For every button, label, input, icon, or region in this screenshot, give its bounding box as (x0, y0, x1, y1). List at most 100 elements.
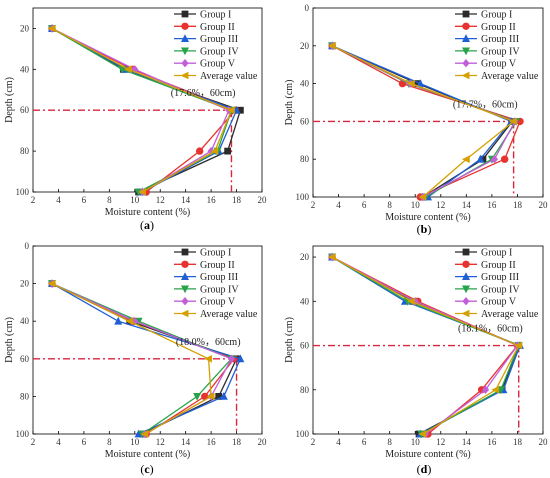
legend-item-average-value: Average value (174, 71, 258, 82)
data-point-group-iv (118, 65, 127, 74)
x-tick-label: 16 (207, 437, 217, 447)
y-axis-label: Depth (cm) (4, 317, 15, 363)
data-point-average-value (125, 317, 134, 325)
legend-label: Group V (200, 297, 236, 308)
y-tick-label: 20 (300, 41, 310, 51)
point-annotation: (17.7%，60cm) (453, 99, 518, 110)
data-point-average-value (327, 42, 336, 50)
legend-swatch-marker (181, 260, 189, 268)
legend-label: Group I (481, 248, 512, 259)
x-axis-label: Moisture content (%) (385, 212, 471, 223)
x-tick-label: 20 (539, 437, 549, 447)
data-point-group-v (481, 385, 490, 394)
x-tick-label: 20 (258, 195, 268, 205)
data-point-average-value (461, 155, 470, 163)
legend-item-group-v: Group V (455, 297, 517, 308)
legend-swatch-marker (462, 285, 470, 294)
legend-item-group-i: Group I (174, 248, 231, 259)
series-average-value (47, 24, 235, 196)
y-tick-label: 100 (296, 429, 310, 439)
y-tick-label: 0 (305, 3, 310, 13)
data-point-average-value (406, 297, 415, 306)
x-tick-label: 10 (411, 437, 421, 447)
data-point-group-i (236, 106, 244, 114)
legend-label: Average value (481, 71, 539, 82)
legend-label: Group II (481, 260, 516, 271)
legend-swatch-marker (462, 248, 470, 256)
legend-swatch-marker (462, 22, 470, 30)
legend-item-group-v: Group V (174, 297, 236, 308)
x-tick-label: 8 (387, 200, 392, 210)
panel-label-d: (d) (417, 462, 432, 476)
data-point-group-i (414, 80, 422, 87)
legend-swatch-marker (461, 71, 470, 80)
legend-label: Group II (481, 22, 516, 33)
data-point-group-iii (416, 79, 425, 87)
legend-item-average-value: Average value (174, 309, 258, 320)
x-tick-label: 12 (436, 437, 445, 447)
data-point-group-i (224, 147, 232, 155)
chart-panel-c: 2 4 6 8 10 12 14 16 18 20 0 20 40 60 80 100 Moisture con… (4, 241, 267, 460)
data-point-group-i (479, 155, 487, 163)
legend-label: Average value (200, 71, 258, 82)
legend-label: Group IV (481, 284, 520, 295)
y-axis-label: Depth (cm) (284, 317, 295, 363)
legend-item-group-ii: Group II (455, 260, 516, 271)
legend-swatch-marker (181, 297, 189, 306)
y-tick-label: 80 (300, 154, 310, 164)
legend-swatch-marker (462, 47, 470, 56)
legend-swatch-marker (462, 10, 470, 18)
x-tick-label: 18 (513, 437, 523, 447)
legend-item-group-i: Group I (455, 248, 512, 259)
x-tick-label: 4 (336, 200, 341, 210)
legend-swatch-marker (462, 34, 470, 42)
legend-item-group-v: Group V (455, 59, 517, 70)
x-axis-label: Moisture content (%) (105, 449, 191, 460)
legend-swatch-marker (181, 285, 189, 294)
data-point-average-value (210, 147, 219, 155)
data-point-group-ii (195, 147, 204, 155)
data-point-average-value (327, 253, 336, 261)
data-point-group-iii (219, 392, 228, 400)
legend-label: Group III (200, 34, 238, 45)
legend-label: Group I (200, 10, 231, 21)
legend-item-group-iii: Group III (455, 34, 519, 45)
legend-item-group-iv: Group IV (174, 46, 239, 57)
x-tick-label: 18 (232, 195, 242, 205)
x-axis-label: Moisture content (%) (385, 449, 471, 460)
chart-panel-a: 2 4 6 8 10 12 14 16 18 20 20 40 60 80 100 Moisture cont… (4, 7, 268, 218)
y-tick-label: 60 (20, 354, 30, 364)
legend-swatch-marker (181, 34, 189, 42)
data-point-group-iii (476, 154, 485, 163)
legend-label: Group V (200, 59, 236, 70)
x-tick-label: 8 (107, 437, 112, 447)
data-point-average-value (418, 193, 427, 201)
legend-label: Group II (200, 260, 235, 271)
point-annotation: (18.0%，60cm) (176, 337, 241, 348)
legend-label: Group II (200, 22, 235, 33)
legend-swatch-marker (180, 71, 189, 80)
x-tick-label: 20 (539, 200, 549, 210)
legend-label: Group III (481, 34, 519, 45)
legend-label: Group IV (481, 46, 520, 57)
x-axis-label: Moisture content (%) (105, 207, 191, 218)
x-tick-label: 12 (156, 195, 165, 205)
legend-label: Group I (481, 10, 512, 21)
legend-item-group-iii: Group III (174, 272, 238, 283)
legend-item-group-v: Group V (174, 59, 236, 70)
data-point-group-ii (500, 155, 509, 163)
legend-swatch-marker (181, 272, 189, 280)
data-point-group-v (490, 155, 499, 164)
x-tick-label: 6 (82, 195, 87, 205)
data-point-average-value (47, 279, 56, 288)
legend-item-group-iv: Group IV (455, 284, 520, 295)
y-axis-label: Depth (cm) (284, 80, 295, 126)
legend-item-group-iv: Group IV (174, 284, 239, 295)
legend-swatch-marker (462, 260, 470, 268)
panel-label-c: (c) (140, 462, 153, 476)
y-tick-label: 40 (300, 296, 310, 306)
legend-swatch-marker (181, 248, 189, 256)
